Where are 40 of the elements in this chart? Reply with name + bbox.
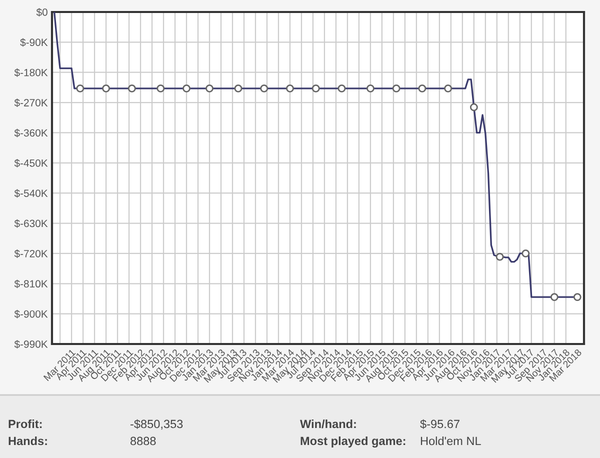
y-tick-label: $-900K <box>14 310 48 318</box>
point <box>573 293 582 301</box>
text: Most played game: <box>300 436 406 448</box>
y-tick-label: $-720K <box>14 250 48 258</box>
point <box>522 250 530 258</box>
y-tick-label: $0 <box>36 8 48 16</box>
point <box>444 84 452 92</box>
point <box>206 84 214 92</box>
text: -$850,353 <box>130 419 183 430</box>
point <box>366 84 374 92</box>
y-tick-label: $-90K <box>20 38 48 47</box>
point <box>260 84 268 92</box>
y-tick-label: $-360K <box>14 128 48 138</box>
y-tick-label: $-180K <box>14 68 48 77</box>
text: 8888 <box>130 436 156 446</box>
point <box>312 84 320 92</box>
point <box>286 84 294 92</box>
point <box>496 252 504 261</box>
text: Hold'em NL <box>420 436 481 446</box>
y-tick-label: $-990K <box>14 340 48 348</box>
y-tick-label: $-810K <box>14 280 48 288</box>
point <box>550 293 558 301</box>
text: Hands: <box>8 436 47 446</box>
point <box>470 103 478 112</box>
point <box>156 84 165 92</box>
point <box>182 84 190 92</box>
point <box>128 84 136 92</box>
text: Profit: <box>8 419 42 428</box>
text: $-95.67 <box>420 419 460 429</box>
point <box>102 84 110 92</box>
point <box>392 84 400 92</box>
point <box>338 84 346 92</box>
y-tick-label: $-450K <box>14 158 48 168</box>
y-tick-label: $-270K <box>14 98 48 108</box>
point <box>234 84 242 92</box>
y-tick-label: $-630K <box>14 219 48 228</box>
y-tick-label: $-540K <box>14 189 48 198</box>
point <box>418 84 426 92</box>
point <box>76 84 84 92</box>
text: Win/hand: <box>300 419 356 428</box>
